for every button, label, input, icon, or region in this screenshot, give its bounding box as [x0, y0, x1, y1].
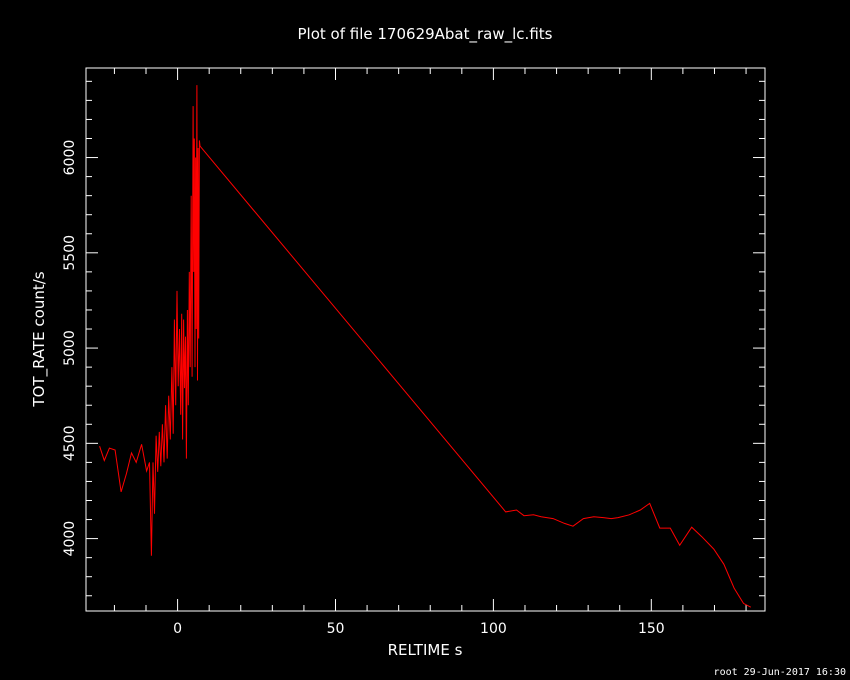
- y-tick-label: 4500: [62, 426, 78, 462]
- axis-ticks: [86, 68, 765, 611]
- plot-frame: [85, 67, 766, 612]
- y-tick-label: 5000: [62, 330, 78, 366]
- x-axis-label: RELTIME s: [388, 641, 463, 659]
- x-tick-labels: 0 50 100 150: [173, 621, 665, 637]
- y-tick-label: 6000: [62, 140, 78, 176]
- footer-stamp: root 29-Jun-2017 16:30: [713, 667, 846, 678]
- y-axis-label: TOT_RATE count/s: [30, 271, 49, 407]
- data-series: [99, 85, 752, 608]
- x-tick-label: 50: [327, 621, 345, 637]
- chart-title: Plot of file 170629Abat_raw_lc.fits: [298, 25, 553, 44]
- x-tick-label: 100: [480, 621, 507, 637]
- y-tick-label: 4000: [62, 521, 78, 557]
- y-tick-label: 5500: [62, 235, 78, 271]
- x-tick-label: 150: [638, 621, 665, 637]
- x-tick-label: 0: [173, 621, 182, 637]
- series-line: [99, 85, 752, 608]
- y-tick-labels: 4000 4500 5000 5500 6000: [62, 140, 78, 557]
